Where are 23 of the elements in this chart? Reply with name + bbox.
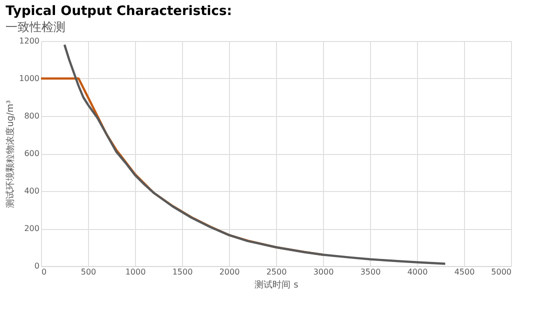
x-tick-label: 0	[42, 268, 47, 276]
chart-title: Typical Output Characteristics:	[6, 4, 232, 19]
x-tick-label: 1500	[172, 268, 193, 276]
x-tick-label: 5000	[491, 268, 512, 276]
line-series	[63, 44, 446, 265]
x-tick-label: 4000	[407, 268, 428, 276]
x-tick-label: 2000	[219, 268, 240, 276]
x-tick-label: 3000	[313, 268, 334, 276]
x-tick-label: 2500	[266, 268, 287, 276]
x-tick-label: 1000	[125, 268, 146, 276]
x-axis-title: 测试时间 s	[254, 280, 299, 290]
y-tick-label: 600	[24, 149, 40, 158]
y-tick-label: 200	[24, 224, 40, 233]
y-tick-label: 1200	[19, 36, 40, 46]
y-axis-title: 测试环境颗粒物浓度ug/m³	[5, 100, 16, 208]
x-tick-label: 4500	[454, 268, 475, 276]
chart-subtitle: 一致性检测	[6, 20, 66, 34]
y-tick-label: 400	[24, 186, 40, 196]
x-tick-label: 500	[80, 268, 96, 276]
y-tick-label: 1000	[19, 74, 40, 83]
x-tick-label: 3500	[360, 268, 381, 276]
y-tick-label: 0	[34, 262, 40, 270]
y-tick-label: 800	[24, 112, 40, 120]
